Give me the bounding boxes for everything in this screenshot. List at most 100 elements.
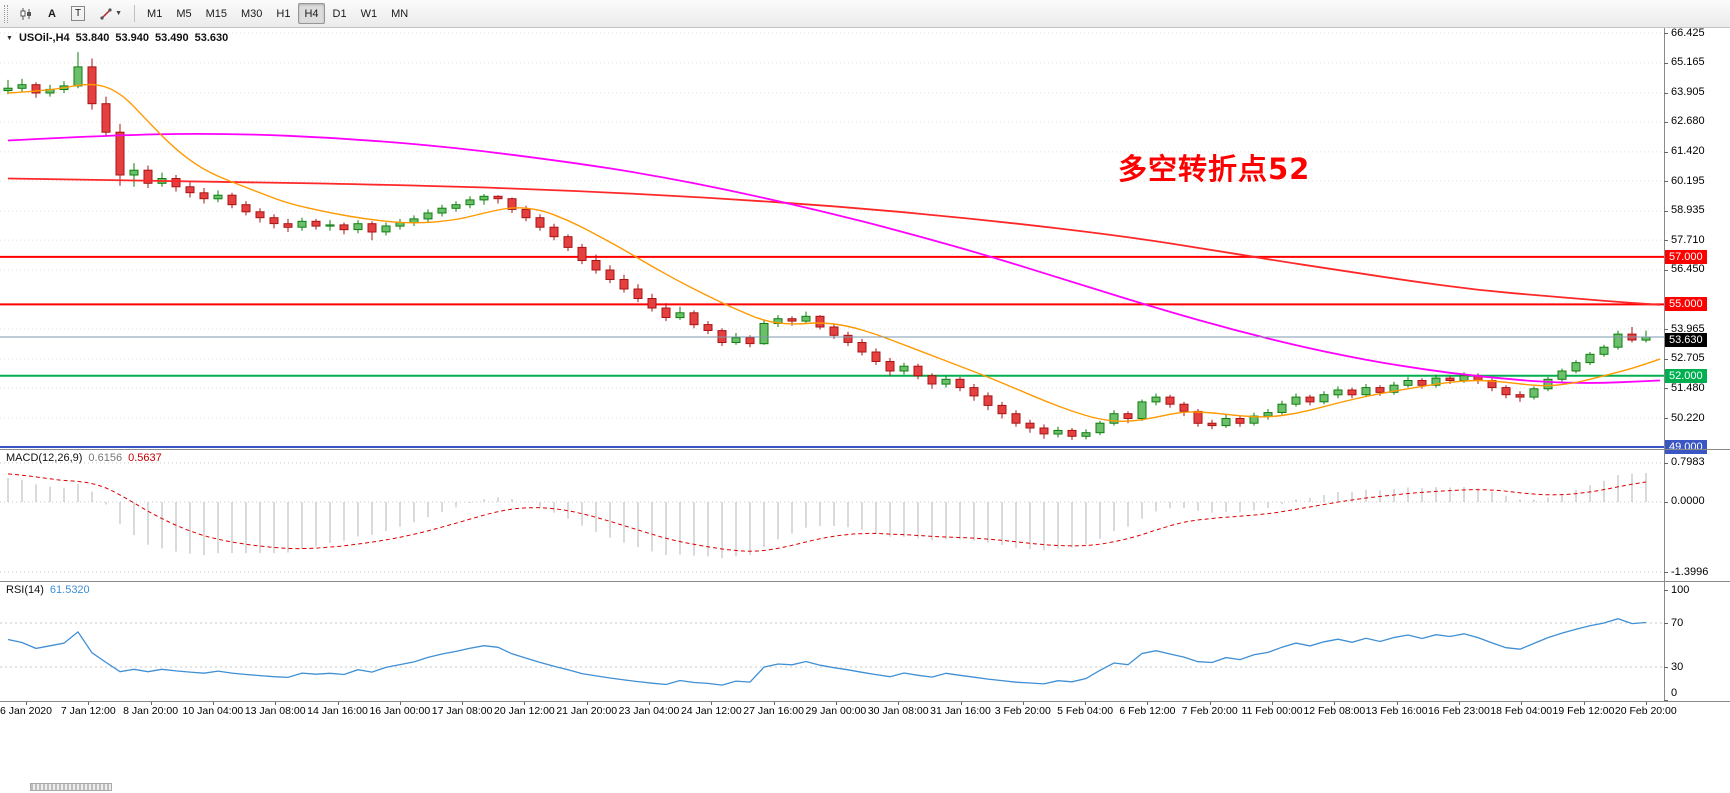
- symbol-ohlc-label: ▼ USOil-,H4 53.840 53.940 53.490 53.630: [6, 32, 228, 44]
- collapse-triangle-icon[interactable]: ▼: [6, 34, 13, 42]
- time-axis-label: 21 Jan 20:00: [556, 705, 618, 717]
- time-axis-label: 18 Feb 04:00: [1490, 705, 1553, 717]
- rsi-label: RSI(14) 61.5320: [6, 584, 90, 596]
- time-axis-tick: [1209, 701, 1211, 705]
- panel-divider-macd[interactable]: [0, 449, 1730, 450]
- price-tick-mark: [1664, 62, 1668, 64]
- price-tick-mark: [1664, 92, 1668, 94]
- timeframe-button-h1[interactable]: H1: [270, 3, 296, 24]
- time-axis-tick: [462, 701, 464, 705]
- time-axis[interactable]: 6 Jan 2020 7 Jan 12:00 8 Jan 20:00 10 Jan 0…: [0, 701, 1730, 719]
- timeframe-button-m5[interactable]: M5: [170, 3, 197, 24]
- time-axis-label: 6 Feb 12:00: [1119, 705, 1176, 717]
- time-axis-label: 5 Feb 04:00: [1057, 705, 1114, 717]
- timeframe-button-m30[interactable]: M30: [235, 3, 268, 24]
- macd-signal-value: 0.5637: [128, 452, 162, 464]
- time-axis-label: 8 Jan 20:00: [123, 705, 179, 717]
- time-axis-label: 20 Jan 12:00: [494, 705, 555, 717]
- macd-indicator-panel[interactable]: [0, 449, 1664, 581]
- ma-slow-red: [7, 177, 1661, 306]
- time-axis-label: 12 Feb 08:00: [1303, 705, 1366, 717]
- time-axis-label: 13 Jan 08:00: [244, 705, 306, 717]
- price-tick-mark: [1664, 210, 1668, 212]
- price-tick-label: 52.705: [1671, 352, 1705, 365]
- timeframe-group: M1 M5 M15 M30 H1 H4 D1 W1 MN: [140, 3, 415, 24]
- price-tick-mark: [1664, 33, 1668, 34]
- macd-axis-label: -1.3996: [1671, 565, 1709, 578]
- main-price-chart[interactable]: [0, 28, 1664, 449]
- time-axis-tick: [1521, 701, 1523, 705]
- macd-name: MACD(12,26,9): [6, 452, 83, 464]
- label-tool-button[interactable]: A: [41, 3, 63, 24]
- time-axis-label: 20 Feb 20:00: [1614, 705, 1677, 717]
- chart-window-button[interactable]: [13, 3, 39, 24]
- price-tick-mark: [1664, 388, 1668, 390]
- time-axis-label: 17 Jan 08:00: [431, 705, 493, 717]
- panel-divider-rsi[interactable]: [0, 581, 1730, 582]
- price-line-tag: 52.000: [1665, 368, 1707, 383]
- price-tick-label: 60.195: [1671, 174, 1705, 187]
- time-axis-tick: [960, 701, 962, 705]
- price-tick-mark: [1664, 269, 1668, 271]
- time-axis-label: 7 Jan 12:00: [60, 705, 116, 717]
- price-tick-label: 50.220: [1671, 411, 1705, 424]
- time-axis-tick: [711, 701, 713, 705]
- price-tick-mark: [1664, 151, 1668, 153]
- timeframe-button-mn[interactable]: MN: [385, 3, 414, 24]
- rsi-axis-label: 70: [1671, 616, 1684, 629]
- text-tool-button[interactable]: T: [65, 3, 91, 24]
- time-axis-tick: [399, 701, 401, 705]
- macd-axis-label: 0.7983: [1671, 456, 1705, 469]
- horizontal-scrollbar-thumb[interactable]: [30, 783, 112, 791]
- symbol-name: USOil-,H4: [18, 32, 70, 44]
- candles-layer: [3, 52, 1651, 440]
- price-tick-label: 53.965: [1671, 322, 1705, 335]
- time-axis-tick: [1147, 701, 1149, 705]
- time-axis-tick: [1334, 701, 1336, 705]
- macd-axis-label: 0.0000: [1671, 495, 1705, 508]
- time-axis-label: 24 Jan 12:00: [680, 705, 742, 717]
- time-axis-tick: [1645, 701, 1647, 705]
- toolbar: A T ▼ M1 M5 M15 M30 H1 H4 D1 W1 MN: [0, 0, 1730, 28]
- toolbar-separator: [134, 5, 136, 22]
- dropdown-caret-icon: ▼: [115, 10, 123, 17]
- price-line-tag: 57.000: [1665, 249, 1707, 264]
- chart-annotation: 多空转折点52: [1118, 152, 1311, 186]
- time-axis-label: 11 Feb 00:00: [1241, 705, 1303, 717]
- timeframe-button-m1[interactable]: M1: [141, 3, 168, 24]
- candlestick-chart-icon: [20, 7, 31, 20]
- time-axis-label: 23 Jan 04:00: [618, 705, 680, 717]
- rsi-tick-mark: [1664, 667, 1668, 668]
- trendline-icon: [100, 7, 112, 20]
- time-axis-tick: [337, 701, 339, 705]
- time-axis-label: 3 Feb 20:00: [994, 705, 1051, 717]
- bottom-strip: [0, 719, 1730, 793]
- price-tick-label: 56.450: [1671, 263, 1705, 276]
- drawing-tools-button[interactable]: ▼: [93, 3, 128, 24]
- time-axis-label: 6 Jan 2020: [0, 705, 52, 717]
- timeframe-button-m15[interactable]: M15: [200, 3, 233, 24]
- time-axis-label: 13 Feb 16:00: [1365, 705, 1428, 717]
- price-tick-mark: [1664, 358, 1668, 360]
- rsi-axis-label: 0: [1671, 687, 1678, 699]
- time-axis-tick: [150, 701, 152, 705]
- toolbar-grip[interactable]: [4, 4, 8, 23]
- price-tick-mark: [1664, 240, 1668, 242]
- time-axis-label: 27 Jan 16:00: [743, 705, 804, 717]
- price-tick-label: 62.680: [1671, 115, 1705, 128]
- rsi-tick-mark: [1664, 623, 1668, 624]
- time-axis-tick: [1272, 701, 1273, 705]
- time-axis-label: 19 Feb 12:00: [1552, 705, 1615, 717]
- ohlc-close: 53.630: [194, 32, 229, 44]
- price-axis[interactable]: [1664, 28, 1730, 701]
- time-axis-tick: [1583, 701, 1585, 705]
- time-axis-label: 14 Jan 16:00: [307, 705, 368, 717]
- timeframe-button-w1[interactable]: W1: [355, 3, 384, 24]
- timeframe-button-h4[interactable]: H4: [298, 3, 325, 24]
- timeframe-button-d1[interactable]: D1: [327, 3, 353, 24]
- rsi-indicator-panel[interactable]: [0, 581, 1664, 701]
- rsi-line: [7, 618, 1647, 686]
- time-axis-tick: [898, 701, 900, 705]
- time-axis-tick: [1085, 701, 1087, 705]
- price-tick-label: 61.420: [1671, 145, 1705, 158]
